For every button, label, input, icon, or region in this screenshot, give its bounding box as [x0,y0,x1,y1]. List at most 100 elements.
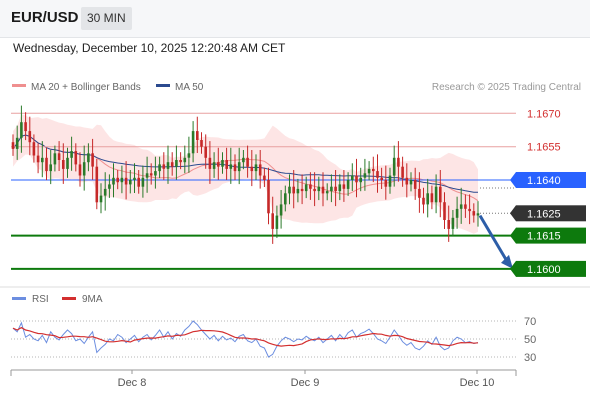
timeframe-button[interactable]: 30 MIN [81,7,132,30]
rsi-ma-line [12,326,479,347]
candle-body [309,184,312,189]
candle-body [284,193,287,205]
candle-body [204,146,207,158]
candle-body [196,131,199,140]
candle-body [87,153,90,163]
level-labels: 1.1670 1.1655 1.1640 1.1625 1.1615 1.1600 [510,108,586,277]
candle-body [300,188,304,192]
candle-body [342,184,346,189]
bollinger-bands [13,114,478,234]
rsi-tick-70: 70 [524,316,536,328]
candle-body [129,180,132,185]
candle-body [229,164,233,169]
candle-body [141,177,145,187]
candle-body [70,151,73,158]
rsi-grid: 70 50 30 [11,316,536,364]
candle-body [422,197,425,205]
candle-body [145,173,149,178]
candle-body [62,160,65,169]
candle-body [439,186,442,203]
candle-body [346,180,350,189]
x-tick-label-2: Dec 10 [460,377,495,389]
candle-body [468,208,471,212]
candle-body [267,180,270,214]
ma50-legend-label: MA 50 [175,82,204,93]
rsi-legend-swatch [12,297,26,300]
candle-body [124,177,128,185]
bollinger-band-fill [13,114,478,234]
candle-body [45,157,48,172]
candle-body [388,175,392,187]
candle-body [418,188,421,198]
chart-datetime: Wednesday, December 10, 2025 12:20:48 AM… [13,41,286,55]
candle-body [66,157,69,169]
candle-body [304,184,308,192]
candle-body [271,213,274,229]
candle-body [246,157,249,167]
candle-body [11,142,15,149]
candle-body [166,162,170,169]
candle-body [367,168,371,174]
candle-body [464,204,467,209]
candle-body [133,177,136,180]
candle-body [36,155,40,163]
candle-body [95,166,99,203]
candle-body [200,140,203,147]
candle-body [413,180,417,189]
candle-body [313,188,316,192]
candle-body [325,191,329,194]
candle-body [137,177,140,187]
candle-body [116,177,119,183]
level-box-tip-1.1600 [510,260,516,277]
candle-body [99,195,103,203]
x-tick-label-1: Dec 9 [291,377,320,389]
rsi-lines [12,320,479,358]
candle-body [355,175,358,183]
candle-body [447,220,450,229]
rsi-ma-legend-swatch [62,297,76,300]
candle-body [376,171,379,178]
candle-body [41,157,44,163]
candle-body [426,193,429,205]
level-label-1.1615: 1.1615 [527,231,561,243]
candle-body [175,160,178,167]
level-box-1.1615 [516,227,586,244]
candle-body [363,173,367,178]
candle-body [321,186,325,194]
candle-body [24,122,27,132]
candle-body [405,177,409,185]
candle-body [443,202,446,220]
candle-body [15,137,19,149]
candle-body [32,142,36,156]
candle-body [288,186,291,194]
rsi-legend-label: RSI [32,294,49,305]
candle-body [233,164,237,172]
forecast-arrow [478,214,513,269]
x-axis: Dec 8 Dec 9 Dec 10 [10,369,517,389]
candle-body [120,177,124,183]
candle-body [212,162,216,169]
candle-body [338,184,342,192]
level-label-1.1625: 1.1625 [527,208,561,220]
candle-body [292,186,295,194]
candle-body [459,204,463,209]
candle-body [78,164,82,176]
candle-body [53,153,57,165]
candle-body [250,166,254,172]
candle-body [154,171,157,176]
candle-body [359,177,362,183]
candle-body [20,122,23,138]
candle-body [82,162,86,176]
candle-body [183,157,187,163]
candle-body [191,131,195,154]
candle-body [112,177,115,185]
main-legend: MA 20 + Bollinger Bands MA 50 Research ©… [12,82,581,93]
candle-body [384,180,388,187]
candlesticks [11,105,480,244]
level-box-tip-1.1625 [510,205,516,222]
candle-body [409,180,413,185]
level-label-1.1655: 1.1655 [527,142,561,154]
candle-body [351,175,354,180]
candle-body [217,162,220,167]
